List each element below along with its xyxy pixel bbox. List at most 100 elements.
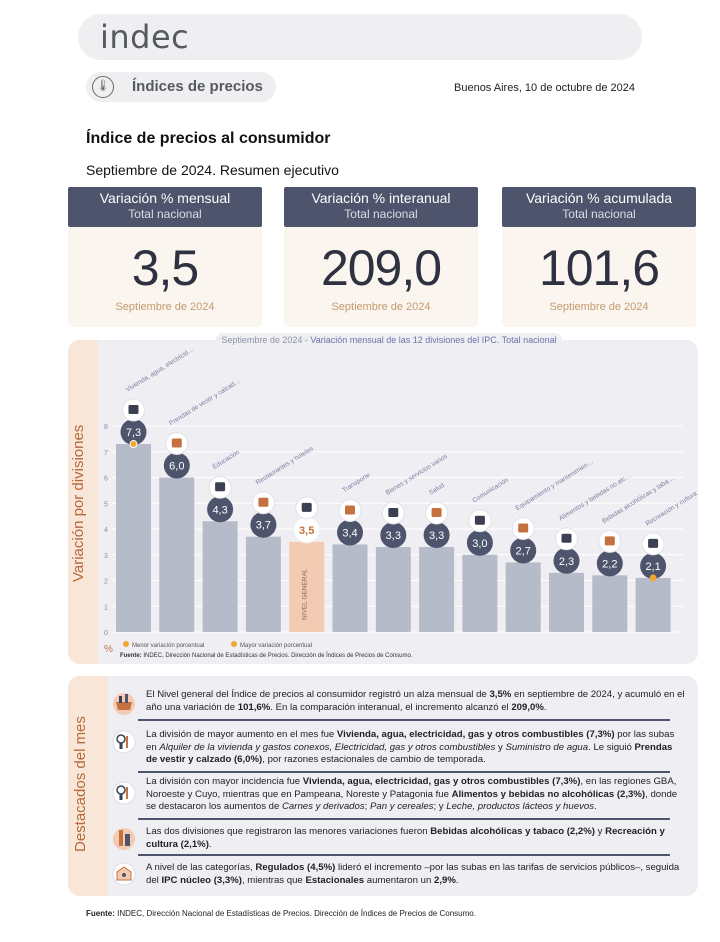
data-label: 3,5: [299, 525, 314, 537]
value-badge: [380, 522, 407, 549]
data-label: 3,0: [472, 538, 487, 550]
bar: [289, 541, 325, 632]
card-head: Variación % mensual Total nacional: [68, 187, 262, 227]
bar: [635, 577, 671, 632]
division-icon-glyph: [345, 505, 355, 515]
bar: [592, 575, 628, 632]
value-badge: [423, 522, 450, 549]
bar: [505, 562, 541, 632]
category-label: Transporte: [341, 471, 371, 494]
division-icon-glyph: [388, 508, 399, 518]
chart-side-band: [68, 340, 98, 664]
highlight-3: La división con mayor incidencia fue Viv…: [146, 776, 678, 812]
bar: [245, 536, 281, 632]
data-label: 2,2: [602, 558, 617, 570]
page-title: Índice de precios al consumidor: [86, 130, 331, 147]
chart-svg: 0 1 2 3 4 5 6 7 8% 7,3 Vivienda, agua, electricid……: [104, 346, 698, 659]
card-yearly: Variación % interanual Total nacional 20…: [284, 187, 478, 327]
card-period: Septiembre de 2024: [549, 301, 649, 313]
card-period: Septiembre de 2024: [331, 301, 431, 313]
separator: [138, 771, 670, 773]
data-label: 3,3: [386, 530, 401, 542]
highlight-4: Las dos divisiones que registraron las m…: [146, 826, 665, 850]
division-icon-glyph: [431, 508, 442, 518]
card-monthly: Variación % mensual Total nacional 3,5 S…: [68, 187, 262, 327]
y-tick-label: 0: [104, 630, 108, 637]
y-tick-label: 7: [104, 450, 108, 457]
division-icon-glyph: [301, 502, 312, 512]
chart-title: Septiembre de 2024 - Variación mensual d…: [216, 333, 562, 347]
category-label: Recreación y cultura: [644, 490, 698, 528]
highlights-side-band: [68, 676, 108, 896]
value-badge: [640, 552, 667, 579]
chart-source-bold: Fuente:: [120, 653, 142, 659]
legend-label: Mayor variación porcentual: [240, 643, 312, 649]
y-tick-label: 1: [104, 604, 108, 611]
bar: [419, 547, 455, 632]
bulb-icon: [110, 779, 138, 807]
bar: [159, 477, 195, 632]
value-badge: [510, 537, 537, 564]
division-icon-glyph: [518, 523, 529, 533]
card-cumulative: Variación % acumulada Total nacional 101…: [502, 187, 696, 327]
data-label: 2,3: [559, 556, 574, 568]
chart-title-prefix: Septiembre de 2024 -: [221, 335, 311, 345]
y-tick-label: 6: [104, 476, 108, 483]
value-badge: [250, 511, 277, 538]
value-badge: [466, 529, 493, 556]
card-sub: Total nacional: [128, 207, 202, 221]
chart-title-main: Variación mensual de las 12 divisiones d…: [310, 335, 557, 345]
category-label: Comunicación: [471, 476, 510, 504]
division-icon-glyph: [171, 438, 182, 448]
legend-label: Menor variación porcentual: [132, 643, 204, 649]
data-label: 3,4: [342, 527, 357, 539]
data-label: 2,1: [645, 561, 660, 573]
chart-source-text: INDEC, Dirección Nacional de Estadística…: [142, 652, 413, 659]
highlight-2: La división de mayor aumento en el mes f…: [146, 729, 675, 765]
value-badge: [596, 550, 623, 577]
y-tick-label: 2: [104, 579, 108, 586]
thermometer-icon: 🌡: [92, 76, 114, 98]
card-value: 209,0: [320, 240, 442, 296]
bar: [375, 547, 411, 632]
division-icon-glyph: [128, 405, 139, 415]
logo-bar: [78, 14, 642, 60]
section-title: Índices de precios: [132, 78, 263, 95]
card-value: 101,6: [538, 240, 660, 296]
y-tick-label: 3: [104, 553, 108, 560]
division-icon-glyph: [258, 497, 269, 507]
card-label: Variación % mensual: [99, 190, 231, 206]
data-label: 3,7: [256, 520, 271, 532]
data-label: 7,3: [126, 427, 141, 439]
data-label: 6,0: [169, 461, 184, 473]
category-label: Vivienda, agua, electricid…: [125, 346, 195, 394]
value-badge: [120, 419, 147, 446]
city-date: Buenos Aires, 10 de octubre de 2024: [454, 82, 636, 94]
value-badge: [553, 547, 580, 574]
highlights-panel: [68, 676, 698, 896]
card-body: 3,5 Septiembre de 2024: [68, 227, 262, 327]
card-head: Variación % acumulada Total nacional: [502, 187, 696, 227]
highlight-1: El Nivel general del Índice de precios a…: [146, 689, 685, 713]
indec-logo: indec: [100, 18, 190, 56]
bar: [462, 554, 498, 632]
chart-source: Fuente: INDEC, Dirección Nacional de Est…: [120, 652, 413, 659]
max-marker: [129, 440, 138, 449]
card-label: Variación % interanual: [311, 190, 451, 206]
card-sub: Total nacional: [344, 207, 418, 221]
legend-marker: [231, 641, 237, 647]
footer-source: Fuente: INDEC, Dirección Nacional de Est…: [86, 909, 476, 918]
bar: [332, 544, 368, 632]
page-subtitle: Septiembre de 2024. Resumen ejecutivo: [86, 162, 339, 178]
division-icon-glyph: [474, 515, 485, 525]
tag-icon: [110, 860, 138, 888]
value-badge: [163, 452, 190, 479]
category-label: Salud: [428, 482, 446, 497]
division-icon-glyph: [561, 533, 572, 543]
category-label: Restaurantes y hoteles: [255, 445, 316, 487]
section-pill: [86, 72, 276, 102]
separator: [138, 719, 670, 721]
bulb-icon: [110, 728, 138, 756]
footer-source-text: INDEC, Dirección Nacional de Estadística…: [114, 909, 476, 918]
category-label: Prendas de vestir y calzad…: [168, 377, 242, 427]
